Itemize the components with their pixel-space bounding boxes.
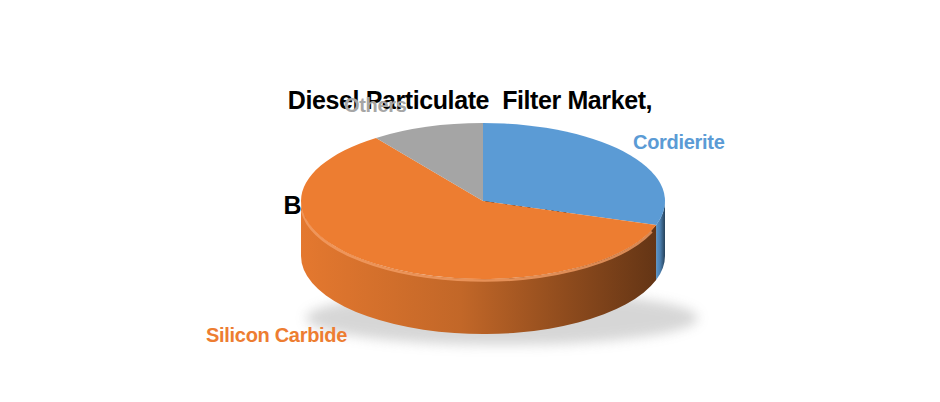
- slice-label-silicon-carbide: Silicon Carbide: [206, 324, 347, 347]
- slice-label-others: Others: [344, 94, 407, 117]
- chart-canvas: Diesel Particulate Filter Market, By Sub…: [0, 0, 940, 402]
- pie-chart-3d: [0, 0, 940, 402]
- slice-label-cordierite: Cordierite: [633, 131, 724, 154]
